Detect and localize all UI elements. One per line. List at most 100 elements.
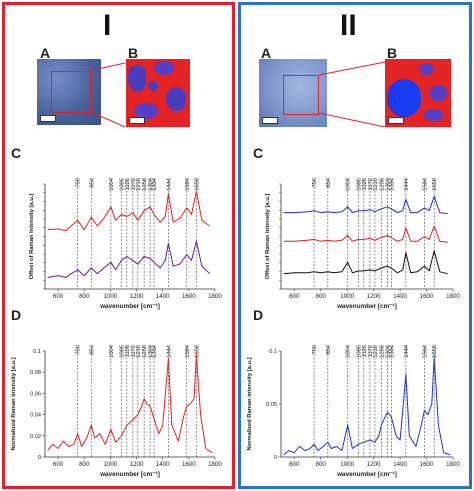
peak-label: 1210 (373, 178, 379, 191)
series-line-0 (47, 191, 211, 232)
peak-label: 1126 (125, 345, 131, 357)
peak-label: 1584 (185, 177, 191, 191)
peak-label: 750 (76, 178, 82, 188)
chart-I-D: 600 800 1000 1200 1400 1600 1800 0 0.02 0.04 0.06 0… (11, 344, 222, 478)
peak-label: 1304 (148, 177, 154, 191)
x-tick-label: 1800 (208, 461, 222, 468)
panel-II-label-C: C (253, 145, 264, 161)
microscope-image (259, 59, 327, 127)
peak-label: 1258 (142, 178, 148, 191)
scale-bar (40, 115, 56, 122)
peak-label: 1085 (356, 178, 362, 191)
panel-I-title: I (103, 9, 112, 42)
zoom-connector (88, 62, 126, 128)
series-line-1 (283, 225, 448, 243)
x-tick-label: 1200 (130, 461, 144, 468)
x-tick-label: 600 (53, 293, 64, 300)
y-tick-label: 0.1 (33, 349, 41, 355)
peak-label: 1004 (346, 177, 352, 191)
peak-label: 1126 (362, 178, 368, 190)
panel-II: II A B C D 600 800 1000 1200 1400 1600 1800 wav… (238, 2, 472, 489)
microscope-image (37, 59, 101, 125)
peak-label: 1085 (120, 345, 126, 358)
scale-bar (129, 117, 145, 124)
y-axis-label: Normalized Raman intensity [a.u.] (11, 357, 17, 450)
x-tick-label: 1400 (156, 293, 170, 300)
peak-label: 1210 (136, 345, 142, 358)
peak-label: 1658 (194, 345, 200, 358)
peak-label: 1258 (379, 345, 385, 358)
peak-label: 1004 (109, 344, 115, 358)
peak-label: 1334 (389, 344, 395, 358)
x-tick-label: 1200 (130, 293, 144, 300)
peak-label: 854 (326, 177, 332, 187)
y-tick-label: 0.06 (30, 391, 41, 397)
chart-II-D: 600 800 1000 1200 1400 1600 1800 0 0.05 0.1 wavenu… (247, 344, 460, 478)
peak-label: 1304 (148, 344, 154, 358)
y-tick-label: 0 (38, 455, 41, 461)
x-tick-label: 600 (289, 293, 300, 300)
x-tick-label: 1400 (393, 461, 407, 468)
peak-label: 1334 (152, 344, 158, 358)
region-box (283, 75, 319, 115)
peak-label: 750 (76, 345, 82, 355)
series-line-1 (47, 240, 211, 278)
chart-II-C: 600 800 1000 1200 1400 1600 1800 wavenumber [cm… (265, 177, 460, 310)
peak-label: 1172 (131, 178, 137, 190)
peak-label: 1658 (432, 345, 438, 358)
peak-label: 1444 (404, 177, 410, 191)
peak-label: 854 (89, 344, 95, 354)
x-tick-label: 1000 (340, 293, 354, 300)
peak-label: 1584 (422, 177, 428, 191)
x-tick-label: 600 (53, 461, 64, 468)
x-tick-label: 1800 (446, 461, 460, 468)
panel-II-label-D: D (253, 307, 264, 323)
panel-II-label-A: A (261, 45, 272, 61)
y-axis-label: Offset of Raman Intensity [a.u.] (29, 194, 35, 280)
peak-label: 1210 (373, 345, 379, 358)
peak-label: 1258 (142, 345, 148, 358)
chart-I-C: 600 800 1000 1200 1400 1600 1800 wavenumber [cm… (29, 177, 222, 310)
x-tick-label: 1200 (367, 461, 381, 468)
y-tick-label: 0 (274, 455, 277, 461)
peak-label: 1126 (125, 178, 131, 190)
peak-label: 1584 (185, 344, 191, 358)
peak-label: 1172 (368, 345, 374, 357)
x-tick-label: 1800 (208, 293, 222, 300)
series-line-0 (283, 195, 448, 215)
y-axis-label: Normalized Raman intensity [a.u.] (247, 357, 253, 450)
x-tick-label: 1000 (104, 461, 118, 468)
x-tick-label: 1400 (156, 461, 170, 468)
series-line-2 (283, 250, 448, 275)
peak-label: 1304 (385, 344, 391, 358)
peak-label: 1658 (194, 178, 200, 191)
y-tick-label: 0.05 (266, 402, 277, 408)
panel-I-label-C: C (11, 145, 22, 161)
peak-label: 750 (312, 178, 318, 188)
scale-bar (262, 117, 278, 124)
x-tick-label: 800 (316, 461, 327, 468)
peak-label: 1444 (166, 344, 172, 358)
x-axis-label: wavenumber [cm⁻¹] (336, 471, 397, 478)
panel-I-label-B: B (128, 45, 139, 61)
zoom-connector (318, 61, 386, 128)
x-tick-label: 1600 (182, 461, 196, 468)
x-tick-label: 1600 (420, 293, 434, 300)
peak-label: 1258 (379, 178, 385, 191)
x-tick-label: 800 (316, 293, 327, 300)
peak-label: 1584 (422, 344, 428, 358)
y-tick-label: 0.08 (30, 370, 41, 376)
x-tick-label: 600 (289, 461, 300, 468)
y-tick-label: 0.1 (269, 349, 277, 355)
x-tick-label: 800 (79, 293, 90, 300)
panel-I-label-A: A (40, 45, 51, 61)
x-tick-label: 1800 (446, 293, 460, 300)
peak-label: 854 (89, 177, 95, 187)
x-tick-label: 1200 (367, 293, 381, 300)
peak-label: 1334 (152, 177, 158, 191)
peak-label: 1304 (385, 177, 391, 191)
x-tick-label: 1000 (104, 293, 118, 300)
y-tick-label: 0.02 (30, 434, 41, 440)
peak-label: 1085 (120, 178, 126, 191)
raman-map-image (385, 59, 451, 127)
